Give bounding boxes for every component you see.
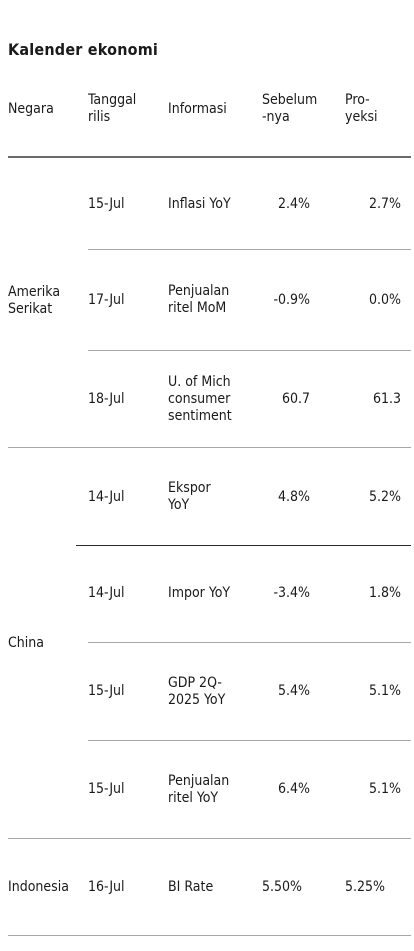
group-divider [8,447,411,448]
row-prev: 60.7 [281,391,310,407]
country-label: Amerika Serikat [8,284,61,317]
row-divider [88,249,411,250]
table-bottom-divider [8,935,411,936]
row-date: 17-Jul [88,292,125,308]
row-info: Ekspor YoY [168,480,211,513]
row-date: 15-Jul [88,683,125,699]
row-prev: 5.4% [278,683,310,699]
row-divider [88,642,411,643]
row-divider [88,740,411,741]
row-date: 16-Jul [88,879,125,895]
header-tanggal: Tanggal rilis [88,92,137,125]
row-date: 15-Jul [88,781,125,797]
row-date: 18-Jul [88,391,125,407]
row-date: 14-Jul [88,489,125,505]
row-info: Penjualan ritel YoY [168,773,230,806]
row-proj: 1.8% [369,585,401,601]
row-date: 14-Jul [88,585,125,601]
header-informasi: Informasi [168,101,227,117]
header-sebelumnya: Sebelum -nya [262,92,318,125]
row-proj: 5.25% [345,879,386,895]
row-prev: 6.4% [278,781,310,797]
row-proj: 5.2% [369,489,401,505]
country-label: Indonesia [8,879,69,895]
page-title: Kalender ekonomi [8,40,159,59]
row-divider [76,545,411,546]
row-prev: 2.4% [278,196,310,212]
row-proj: 61.3 [372,391,401,407]
group-divider [8,838,411,839]
row-info: BI Rate [168,879,214,895]
row-prev: 5.50% [262,879,303,895]
header-negara: Negara [8,101,54,117]
row-info: Inflasi YoY [168,196,231,212]
country-label: China [8,635,44,651]
row-proj: 5.1% [369,781,401,797]
row-prev: -0.9% [273,292,310,308]
row-prev: -3.4% [273,585,310,601]
row-info: Penjualan ritel MoM [168,283,230,316]
row-proj: 2.7% [369,196,401,212]
row-info: Impor YoY [168,585,231,601]
header-proyeksi: Pro- yeksi [345,92,378,125]
header-divider [8,156,411,158]
row-prev: 4.8% [278,489,310,505]
row-date: 15-Jul [88,196,125,212]
row-proj: 0.0% [369,292,401,308]
row-info: GDP 2Q- 2025 YoY [168,675,226,708]
row-proj: 5.1% [369,683,401,699]
row-divider [88,350,411,351]
row-info: U. of Mich consumer sentiment [168,374,232,424]
